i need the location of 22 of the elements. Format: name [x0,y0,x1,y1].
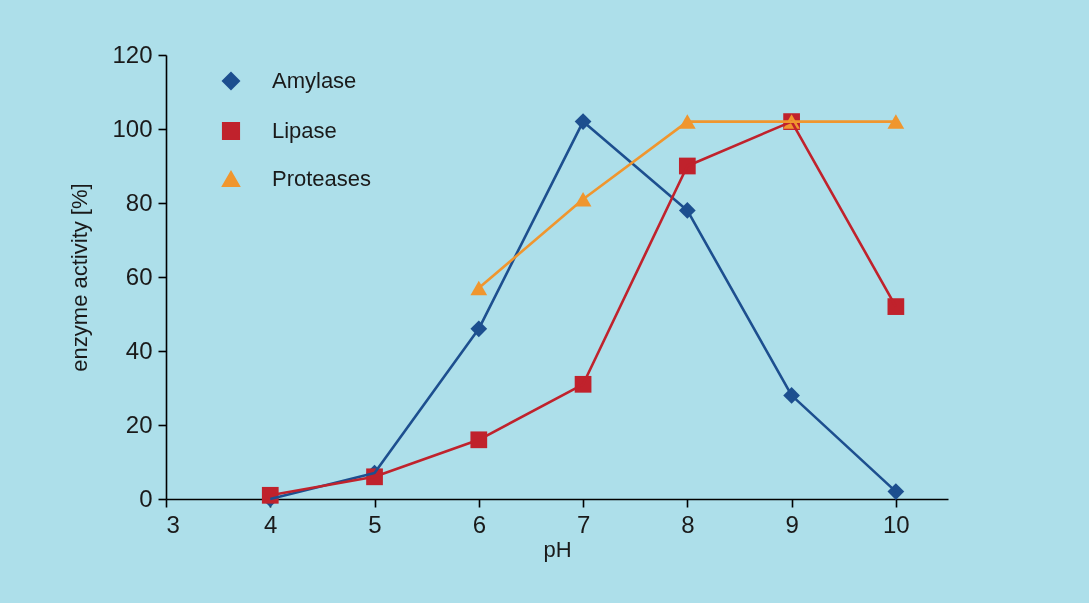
x-tick-label: 8 [681,510,695,538]
y-tick-label: 0 [139,484,153,512]
x-tick-label: 4 [264,510,278,538]
x-tick-label: 9 [785,510,799,538]
y-tick-label: 120 [112,40,153,68]
y-tick-label: 80 [125,188,153,216]
y-axis-title: enzyme activity [%] [67,183,93,372]
legend-label: Amylase [272,68,357,93]
x-tick-label: 10 [883,510,910,538]
y-tick-label: 100 [112,114,153,142]
y-tick-label: 20 [125,410,153,438]
point [887,114,905,129]
x-axis-title: pH [543,536,572,562]
x-tick-label: 3 [166,510,180,538]
y-tick-label: 40 [125,336,153,364]
x-tick-label: 7 [576,510,591,538]
legend-label: Lipase [272,118,337,143]
legend-label: Proteases [272,166,372,191]
point [887,298,905,315]
x-tick-label: 5 [368,510,382,538]
y-tick-label: 60 [125,262,153,290]
x-tick-label: 6 [472,510,486,538]
